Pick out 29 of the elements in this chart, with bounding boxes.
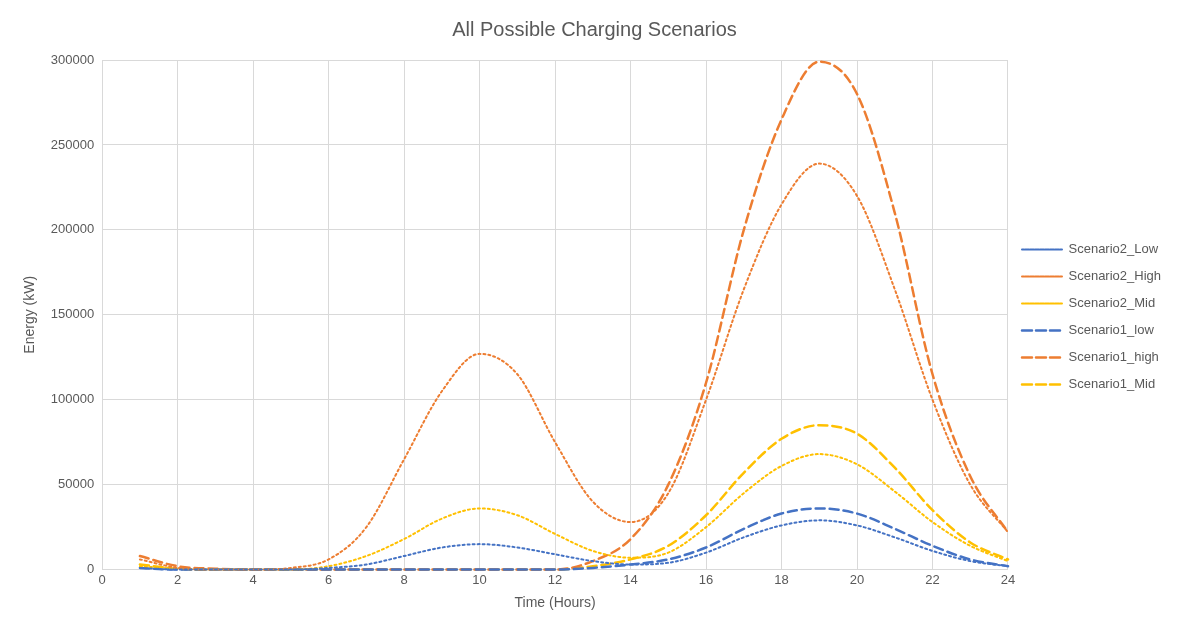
x-tick-label: 14 [623,571,638,587]
legend-label: Scenario2_Mid [1068,295,1156,311]
x-tick-label: 24 [1000,571,1016,587]
legend-label: Scenario1_low [1068,322,1155,338]
y-tick-label: 100000 [50,391,95,407]
x-tick-label: 6 [325,571,333,587]
y-tick-label: 0 [86,561,95,577]
x-tick-label: 4 [249,571,257,587]
x-axis-title: Time (Hours) [514,594,596,611]
x-tick-label: 22 [925,571,940,587]
x-tick-label: 0 [98,571,106,587]
legend-label: Scenario1_high [1068,349,1159,365]
x-tick-label: 18 [774,571,789,587]
x-tick-label: 20 [849,571,865,587]
legend-label: Scenario1_Mid [1068,376,1156,392]
y-tick-label: 250000 [50,136,95,152]
legend-label: Scenario2_High [1068,268,1162,284]
x-tick-label: 2 [174,571,182,587]
y-axis-title: Energy (kW) [21,275,38,354]
x-tick-label: 10 [472,571,487,587]
x-tick-label: 12 [547,571,563,587]
x-tick-label: 16 [698,571,714,587]
y-tick-label: 50000 [58,476,95,492]
chart-title: All Possible Charging Scenarios [452,17,737,40]
x-tick-label: 8 [400,571,408,587]
legend-label: Scenario2_Low [1068,241,1159,257]
y-tick-label: 200000 [50,221,95,237]
y-tick-label: 150000 [50,306,95,322]
y-tick-label: 300000 [50,51,95,67]
